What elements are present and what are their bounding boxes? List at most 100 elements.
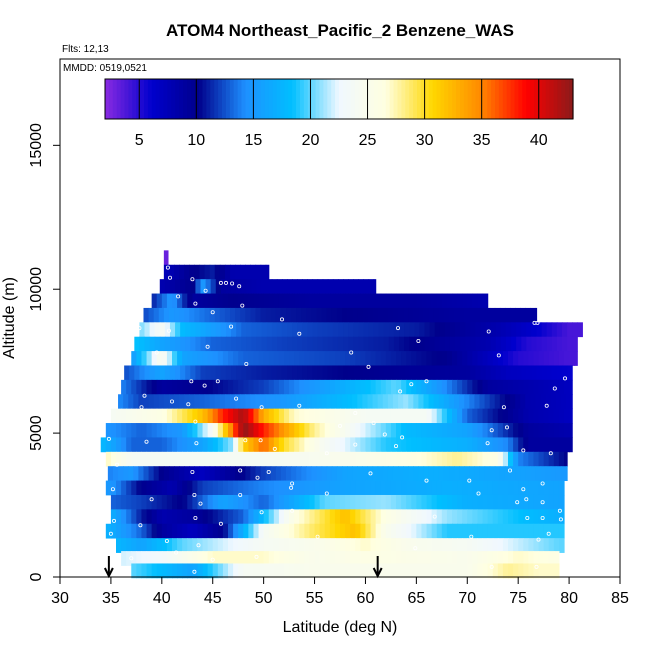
heat-cell [508, 423, 514, 438]
heat-cell [289, 423, 295, 438]
heat-cell [334, 509, 341, 525]
heat-cell [352, 394, 358, 410]
heat-cell [441, 423, 448, 438]
heat-cell [192, 437, 199, 453]
colorbar-cell [534, 79, 539, 119]
heat-cell [467, 351, 473, 366]
heat-cell [452, 509, 458, 525]
heat-cell [448, 394, 455, 410]
heat-cell [505, 322, 512, 338]
heat-cell [421, 351, 428, 366]
heat-cell [528, 538, 535, 553]
heat-cell [436, 351, 443, 366]
colorbar-cell [163, 79, 168, 119]
heat-cell [487, 451, 494, 467]
heat-cell [256, 322, 263, 338]
heat-cell [238, 523, 244, 539]
heat-cell [492, 480, 499, 496]
heat-cell [342, 394, 348, 410]
heat-cell [261, 365, 268, 381]
heat-cell [329, 563, 336, 579]
heat-cell [314, 480, 321, 496]
colorbar-cell [280, 79, 285, 119]
sample-point [279, 317, 284, 322]
heat-cell [177, 451, 183, 467]
heat-cell [462, 563, 468, 579]
heat-cell [482, 494, 489, 510]
heat-cell [460, 322, 466, 338]
altitude-band [163, 264, 270, 280]
heat-cell [179, 394, 185, 410]
heat-cell [253, 480, 260, 496]
heat-cell [141, 523, 148, 539]
heat-cell [418, 466, 425, 481]
heat-cell [553, 563, 560, 579]
heat-cell [467, 480, 473, 496]
heat-cell [105, 437, 112, 453]
heat-cell [383, 322, 390, 338]
heat-cell [302, 365, 309, 381]
heat-cell [385, 523, 392, 539]
heat-cell [540, 394, 547, 410]
heat-cell [278, 551, 285, 566]
heat-cell [314, 293, 321, 309]
heat-cell [553, 480, 560, 496]
heat-cell [241, 365, 247, 381]
heat-cell [385, 563, 392, 579]
heat-cell [278, 293, 285, 309]
down-arrow-icon [103, 556, 114, 579]
heat-cell [273, 293, 280, 309]
heat-cell [548, 480, 555, 496]
heat-cell [287, 322, 293, 338]
heat-cell [546, 365, 553, 381]
heat-cell [248, 523, 255, 539]
heat-cell [370, 538, 377, 553]
heat-cell [273, 480, 280, 496]
heat-cell [324, 551, 331, 566]
heat-cell [314, 551, 321, 566]
heat-cell [220, 336, 227, 352]
heat-cell [233, 451, 239, 467]
heat-cell [474, 307, 481, 323]
heat-cell [166, 423, 173, 438]
heat-cell [528, 551, 535, 566]
colorbar-cell [483, 79, 488, 119]
colorbar-frame [104, 78, 574, 120]
sample-point [525, 516, 530, 521]
heat-cell [505, 336, 512, 352]
heat-cell [520, 307, 526, 323]
heat-cell [555, 394, 562, 410]
heat-cell [334, 538, 341, 553]
heat-cell [123, 466, 129, 481]
heat-cell [523, 551, 529, 566]
heat-cell [214, 264, 221, 280]
heat-cell [258, 480, 265, 496]
heat-cell [199, 466, 206, 481]
heat-cell [146, 523, 153, 539]
heat-cell [263, 451, 270, 467]
heat-cell [380, 523, 387, 539]
heat-cell [153, 394, 160, 410]
heat-cell [363, 279, 370, 294]
heat-cell [265, 394, 272, 410]
heat-cell [177, 563, 183, 579]
heat-cell [141, 451, 148, 467]
heat-cell [240, 394, 246, 410]
heat-cell [411, 509, 417, 525]
heat-cell [482, 551, 489, 566]
colorbar-cell [354, 79, 360, 119]
heat-cell [409, 322, 415, 338]
heat-cell [390, 293, 397, 309]
heat-cell [553, 551, 560, 566]
heat-cell [413, 394, 419, 410]
sample-point [324, 491, 329, 496]
heat-cell [502, 379, 509, 395]
heat-cell [192, 551, 199, 566]
heat-cell [177, 523, 183, 539]
heat-cell [436, 423, 443, 438]
heat-cell [421, 437, 428, 453]
heat-cell [225, 365, 232, 381]
heat-cell [311, 466, 318, 481]
heat-cell [494, 466, 501, 481]
colorbar-cell [257, 79, 262, 119]
